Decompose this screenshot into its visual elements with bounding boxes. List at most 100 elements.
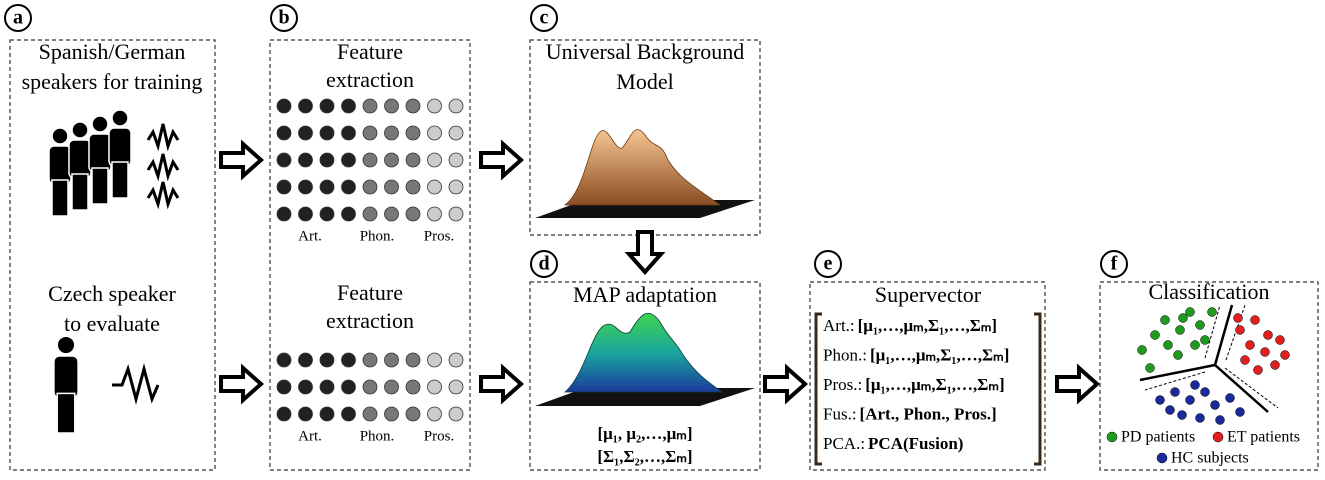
panel-title: Feature — [337, 39, 403, 64]
feature-dot — [449, 180, 463, 194]
body — [109, 128, 131, 166]
group-label: Art. — [298, 228, 322, 244]
scatter-point — [1251, 316, 1260, 325]
row-name: Fus.: — [823, 404, 857, 423]
scatter-point — [1161, 316, 1170, 325]
feature-dot — [428, 126, 442, 140]
panel-title: extraction — [326, 308, 414, 333]
panel-label: c — [540, 7, 549, 29]
feature-dot — [406, 407, 420, 421]
supervector-row: Art.:[μ₁,…,μₘ,Σ₁,…,Σₘ] — [823, 316, 997, 335]
scatter-point — [1208, 308, 1217, 317]
feature-dot — [342, 207, 356, 221]
feature-dot — [299, 99, 313, 113]
scatter-point — [1179, 314, 1188, 323]
feature-dot — [277, 153, 291, 167]
scatter-point — [1246, 341, 1255, 350]
head — [57, 336, 75, 354]
panel-title: extraction — [326, 67, 414, 92]
legend-marker — [1213, 432, 1223, 442]
feature-dot — [428, 99, 442, 113]
means: [μ₁, μ₂,…,μₘ] — [597, 424, 692, 443]
feature-dot — [385, 380, 399, 394]
feature-dot — [320, 380, 334, 394]
scatter-point — [1174, 351, 1183, 360]
head — [72, 122, 88, 138]
panel-title: Feature — [337, 280, 403, 305]
row-value: [μ₁,…,μₘ,Σ₁,…,Σₘ] — [865, 375, 1004, 394]
feature-dot — [363, 207, 377, 221]
feature-dot — [363, 380, 377, 394]
feature-dot — [277, 407, 291, 421]
feature-dot — [342, 407, 356, 421]
panel-label: f — [1111, 253, 1118, 275]
scatter-point — [1241, 356, 1250, 365]
body — [69, 140, 91, 178]
panel-label: a — [13, 7, 23, 29]
ubm-surface — [535, 130, 755, 218]
scatter-point — [1191, 381, 1200, 390]
feature-dot — [277, 126, 291, 140]
feature-dot — [342, 380, 356, 394]
panel-title: Model — [616, 69, 673, 94]
feature-dot — [385, 180, 399, 194]
head — [92, 116, 108, 132]
group-label: Art. — [298, 428, 322, 444]
legs — [52, 180, 68, 216]
scatter-point — [1226, 394, 1235, 403]
feature-dot — [299, 353, 313, 367]
feature-dot — [449, 126, 463, 140]
panel-text: to evaluate — [64, 311, 160, 336]
scatter-point — [1191, 341, 1200, 350]
map-surface — [535, 313, 755, 406]
feature-dot — [277, 353, 291, 367]
feature-dot — [320, 180, 334, 194]
feature-dots — [277, 99, 463, 421]
feature-dot — [449, 153, 463, 167]
panel-title: Supervector — [875, 282, 982, 307]
body — [54, 356, 78, 398]
feature-dot — [406, 353, 420, 367]
feature-dot — [299, 380, 313, 394]
scatter-point — [1254, 366, 1263, 375]
scatter-point — [1236, 326, 1245, 335]
covariances: [Σ₁,Σ₂,…,Σₘ] — [597, 447, 692, 466]
legs — [112, 162, 128, 198]
feature-dot — [428, 380, 442, 394]
feature-dot — [363, 99, 377, 113]
feature-dot — [449, 99, 463, 113]
body — [89, 134, 111, 172]
legs — [72, 174, 88, 210]
feature-dot — [428, 180, 442, 194]
feature-dot — [277, 180, 291, 194]
scatter-point — [1151, 331, 1160, 340]
panel-label: e — [824, 253, 833, 275]
scatter-point — [1171, 388, 1180, 397]
feature-dot — [299, 407, 313, 421]
body — [49, 146, 71, 184]
feature-dot — [342, 180, 356, 194]
scatter-point — [1271, 361, 1280, 370]
feature-dot — [385, 207, 399, 221]
panel-text: speakers for training — [22, 69, 203, 94]
feature-dot — [299, 207, 313, 221]
scatter-point — [1264, 331, 1273, 340]
legend-label: HC subjects — [1171, 450, 1249, 467]
feature-dot — [385, 126, 399, 140]
head — [52, 128, 68, 144]
feature-dot — [299, 180, 313, 194]
feature-dot — [363, 407, 377, 421]
feature-dot — [428, 207, 442, 221]
feature-dot — [277, 99, 291, 113]
panel-title: Classification — [1149, 279, 1270, 304]
feature-dot — [385, 353, 399, 367]
feature-dot — [320, 407, 334, 421]
panel-label: d — [538, 253, 549, 275]
supervector-row: PCA.:PCA(Fusion) — [823, 434, 963, 453]
row-value: [μ₁,…,μₘ,Σ₁,…,Σₘ] — [870, 345, 1009, 364]
legend-marker — [1157, 453, 1167, 463]
scatter-point — [1196, 414, 1205, 423]
feature-dot — [320, 126, 334, 140]
feature-dot — [406, 126, 420, 140]
